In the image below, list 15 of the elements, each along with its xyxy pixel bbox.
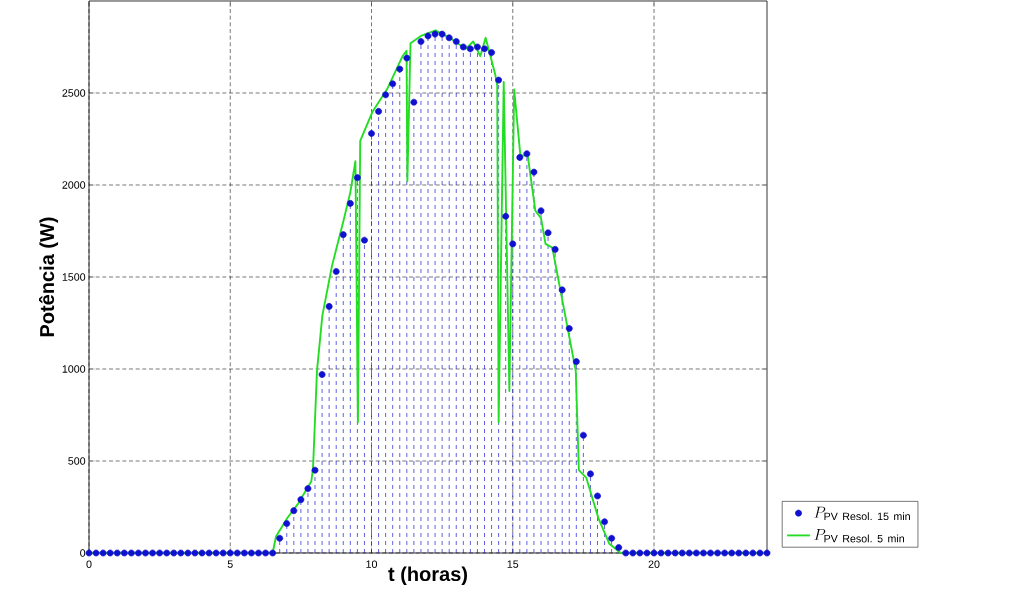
x-tick-label: 5 [227,560,233,568]
y-tick-label: 1500 [62,273,86,281]
y-tick-label: 0 [80,549,86,557]
legend-label: $P_{\mathrm{PV\ Resol.\ 5\ min}}$ [814,528,904,543]
x-tick-label: 20 [648,560,660,568]
x-tick-label: 10 [366,560,378,568]
x-tick-label: 0 [86,560,92,568]
y-tick-label: 1000 [62,365,86,373]
x-axis-title: t (horas) [388,566,467,586]
y-tick-label: 2000 [62,181,86,189]
y-axis-title: Potência (W) [38,217,59,337]
y-tick-label: 500 [68,457,86,465]
x-tick-label: 15 [507,560,519,568]
legend-label: $P_{\mathrm{PV\ Resol.\ 15\ min}}$ [814,506,910,521]
y-tick-label: 2500 [62,89,86,97]
